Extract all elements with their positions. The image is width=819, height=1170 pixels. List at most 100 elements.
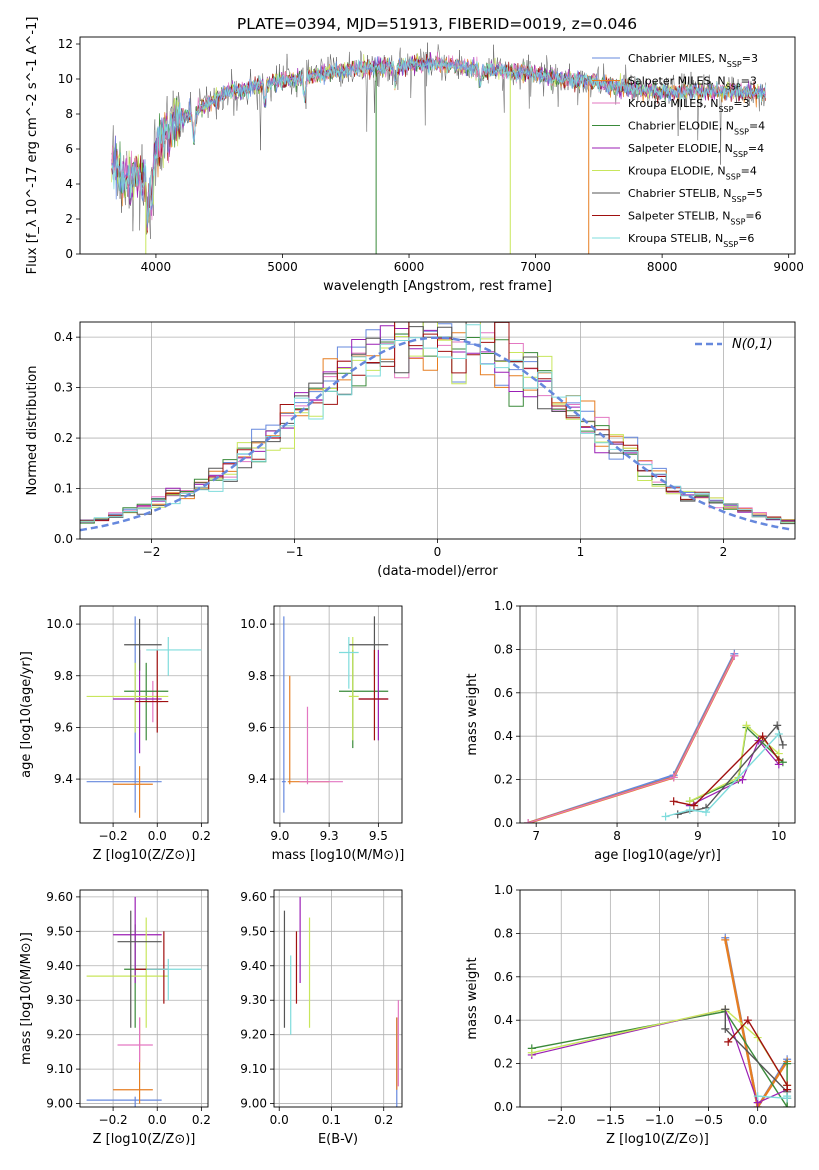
x-tick-label: 9.0 [270,829,289,843]
y-tick-label: 0.8 [494,926,513,940]
x-tick-label: 6000 [394,260,425,274]
plot-area [86,896,202,1107]
legend-entry: Chabrier ELODIE, NSSP=4 [628,120,765,137]
axes-frame [79,321,796,540]
spectrum-series [111,56,766,228]
legend-entry: Salpeter STELIB, NSSP=6 [628,210,762,227]
y-tick-label: 0.4 [494,1013,513,1027]
mass-weight-marker [742,721,751,730]
mass-weight-marker [669,797,678,806]
y-tick-label: 0.4 [54,330,73,344]
x-tick-label: 10 [771,829,786,843]
mass-weight-marker [730,651,739,660]
y-axis-label: Flux [f_λ 10^-17 erg cm^-2 s^-1 A^-1] [25,17,40,275]
mass-weight-marker [685,797,694,806]
x-tick-label: 9 [694,829,702,843]
legend-entry: Salpeter MILES, NSSP=3 [628,75,757,92]
y-tick-label: 9.8 [54,669,73,683]
y-tick-label: 9.00 [240,1097,267,1111]
mass-weight-marker [724,1037,733,1046]
axes-frame [79,605,209,824]
x-tick-label: −2 [143,545,161,559]
y-tick-label: 9.00 [46,1097,73,1111]
x-tick-label: 8000 [647,260,678,274]
mass-vs-Z-panel: −0.2 0.0 0.2 9.00 9.10 9.20 9.30 9.40 9.50 9.60 Z … [19,889,211,1147]
x-tick-label: 7000 [520,260,551,274]
legend-entry: Chabrier STELIB, NSSP=5 [628,187,763,204]
mass-weight-marker [524,819,533,823]
mass-weight-series [673,735,780,807]
mass-weight-marker [721,1024,730,1033]
legend-entry: Salpeter ELODIE, NSSP=4 [628,142,764,159]
plot-area [80,322,795,532]
mass-weight-marker [527,1048,536,1057]
mass-weight-series [689,726,784,802]
mass-weight-series [677,723,784,815]
y-tick-label: 0.6 [494,686,513,700]
x-tick-label: 0.0 [148,829,167,843]
mass-weight-series [724,1009,788,1099]
x-axis-label: (data-model)/error [377,564,498,579]
x-tick-label: 9.3 [320,829,339,843]
legend-entry: Kroupa ELODIE, NSSP=4 [628,165,757,182]
mass-weight-marker [669,773,678,782]
massweight-vs-age-panel: 7 8 9 10 0.0 0.2 0.4 0.6 0.8 1.0 age [log10(age/yr… [465,599,796,863]
mass-weight-series [724,939,789,1107]
x-axis-label: Z [log10(Z/Z⊙)] [93,848,196,863]
histogram-series [80,322,795,524]
plot-area [111,42,766,254]
x-tick-label: 0.0 [270,1113,289,1127]
mass-weight-series [665,733,780,818]
mass-weight-series [689,739,780,807]
mass-weight-marker [685,805,694,814]
legend-entry: Chabrier MILES, NSSP=3 [628,52,758,69]
y-tick-label: 2 [65,212,73,226]
y-tick-label: 9.8 [248,669,267,683]
mass-weight-marker [783,1092,792,1101]
mass-weight-marker [783,1059,792,1068]
mass-weight-marker [721,1005,730,1014]
x-tick-label: 0 [434,545,442,559]
y-tick-label: 9.4 [54,772,73,786]
y-tick-label: 0 [65,247,73,261]
y-tick-label: 0.3 [54,381,73,395]
mass-weight-marker [702,808,711,817]
mass-weight-series [531,1008,788,1104]
figure-title: PLATE=0394, MJD=51913, FIBERID=0019, z=0… [237,15,637,33]
y-tick-label: 0.0 [494,1100,513,1114]
y-axis-label: mass weight [465,673,480,755]
y-tick-label: 0.0 [494,816,513,830]
y-tick-label: 9.10 [240,1062,267,1076]
legend-entry: N(0,1) [732,337,773,352]
x-tick-label: 5000 [267,260,298,274]
x-tick-label: 0.0 [148,1113,167,1127]
mass-weight-marker [738,775,747,784]
x-tick-label: 0.1 [322,1113,341,1127]
y-tick-label: 0.4 [494,729,513,743]
massweight-vs-Z-panel: −2.0 −1.5 −1.0 −0.5 0.0 0.0 0.2 0.4 0.6 0.8 1.0 Z [… [465,883,796,1147]
plot-area [283,896,399,1107]
x-axis-label: E(B-V) [318,1132,358,1147]
histogram-series [80,322,795,523]
x-tick-label: 1 [577,545,585,559]
y-axis-label: Normed distribution [25,366,40,496]
legend-entry: Kroupa MILES, NSSP=3 [628,97,750,114]
axes-frame [79,36,796,255]
y-tick-label: 9.60 [240,890,267,904]
y-tick-label: 1.0 [494,599,513,613]
x-tick-label: 0.0 [748,1113,767,1127]
y-axis-label: mass weight [465,957,480,1039]
axes-frame [273,889,403,1108]
mass-weight-marker [661,812,670,821]
gaussian-curve [80,336,793,532]
plot-area [281,616,389,813]
x-tick-label: −2.0 [547,1113,576,1127]
y-tick-label: 9.30 [46,993,73,1007]
y-tick-label: 0.8 [494,642,513,656]
x-tick-label: −1.0 [645,1113,674,1127]
mass-weight-marker [774,756,783,765]
y-tick-label: 9.50 [240,924,267,938]
axes-frame [273,605,403,824]
x-tick-label: 7 [532,829,540,843]
